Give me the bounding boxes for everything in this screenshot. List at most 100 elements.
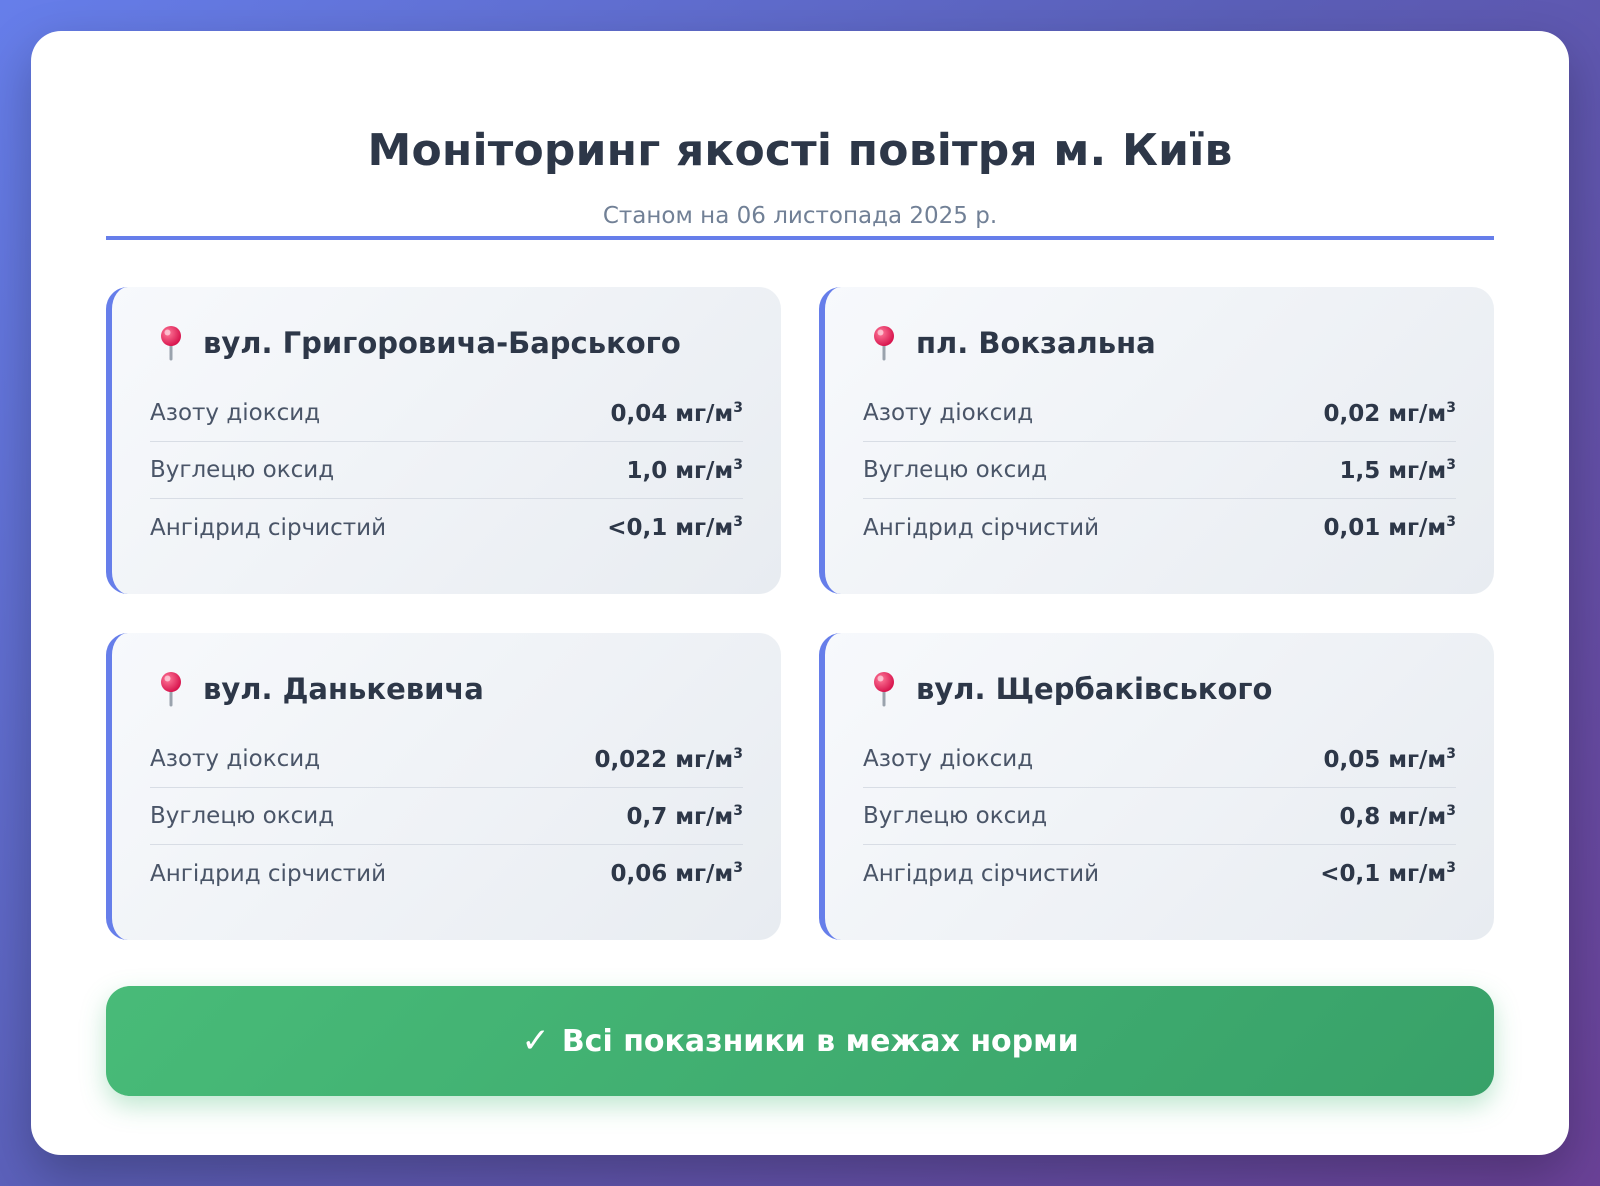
value-number: 0,05 — [1323, 746, 1381, 773]
measurement-row: Азоту діоксид 0,02 мг/м3 — [863, 385, 1456, 442]
unit-superscript: 3 — [1446, 745, 1456, 762]
station-card: вул. Щербаківського Азоту діоксид 0,05 мг/… — [819, 633, 1494, 940]
station-card: вул. Григоровича-Барського Азоту діоксид 0… — [106, 287, 781, 594]
measurement-label: Вуглецю оксид — [150, 803, 335, 829]
pin-icon — [868, 671, 900, 707]
value-number: <0,1 — [1320, 861, 1381, 887]
station-name: вул. Данькевича — [203, 672, 484, 706]
unit-superscript: 3 — [1446, 860, 1456, 876]
measurement-row: Ангідрид сірчистий 0,01 мг/м3 — [863, 499, 1456, 556]
unit-superscript: 3 — [733, 456, 743, 473]
value-unit: мг/м — [675, 400, 734, 427]
unit-superscript: 3 — [733, 745, 743, 762]
unit-superscript: 3 — [1446, 802, 1456, 819]
measurement-label: Ангідрид сірчистий — [863, 860, 1100, 887]
station-name: вул. Щербаківського — [916, 672, 1273, 706]
unit-superscript: 3 — [1446, 514, 1456, 530]
measurement-row: Вуглецю оксид 1,5 мг/м3 — [863, 442, 1456, 499]
station-header: пл. Вокзальна — [868, 325, 1156, 361]
value-number: 0,8 — [1339, 803, 1381, 830]
measurement-label: Ангідрид сірчистий — [150, 514, 387, 541]
unit-superscript: 3 — [733, 399, 743, 416]
value-unit: мг/м — [675, 457, 734, 484]
value-number: 0,06 — [610, 861, 668, 887]
status-text: Всі показники в межах норми — [561, 1023, 1079, 1059]
measurement-row: Ангідрид сірчистий <0,1 мг/м3 — [863, 845, 1456, 902]
measurement-label: Ангідрид сірчистий — [863, 514, 1100, 541]
page-title: Моніторинг якості повітря м. Київ — [367, 125, 1233, 176]
pin-icon — [868, 325, 900, 361]
measurement-row: Азоту діоксид 0,05 мг/м3 — [863, 731, 1456, 788]
measurement-row: Ангідрид сірчистий <0,1 мг/м3 — [150, 499, 743, 556]
measurement-value: 1,5 мг/м3 — [1339, 457, 1456, 484]
measurement-value: 0,01 мг/м3 — [1323, 514, 1456, 541]
measurement-row: Вуглецю оксид 0,7 мг/м3 — [150, 788, 743, 845]
measurement-label: Азоту діоксид — [863, 746, 1034, 772]
measurement-list: Азоту діоксид 0,022 мг/м3 Вуглецю оксид 0,7… — [150, 731, 743, 902]
page-subtitle: Станом на 06 листопада 2025 р. — [602, 203, 998, 229]
value-unit: мг/м — [1388, 400, 1447, 427]
measurement-label: Вуглецю оксид — [863, 457, 1048, 483]
value-unit: мг/м — [1388, 746, 1447, 773]
measurement-list: Азоту діоксид 0,04 мг/м3 Вуглецю оксид 1,0 … — [150, 385, 743, 556]
measurement-value: 0,04 мг/м3 — [610, 400, 743, 427]
measurement-list: Азоту діоксид 0,05 мг/м3 Вуглецю оксид 0,8 … — [863, 731, 1456, 902]
measurement-row: Азоту діоксид 0,022 мг/м3 — [150, 731, 743, 788]
measurement-label: Вуглецю оксид — [863, 803, 1048, 829]
measurement-label: Азоту діоксид — [150, 400, 321, 426]
value-unit: мг/м — [1388, 515, 1447, 541]
measurement-label: Азоту діоксид — [863, 400, 1034, 426]
value-unit: мг/м — [675, 861, 734, 887]
measurement-label: Вуглецю оксид — [150, 457, 335, 483]
measurement-row: Вуглецю оксид 0,8 мг/м3 — [863, 788, 1456, 845]
value-unit: мг/м — [675, 515, 734, 541]
unit-superscript: 3 — [733, 860, 743, 876]
value-number: <0,1 — [607, 515, 668, 541]
value-unit: мг/м — [1388, 861, 1447, 887]
value-number: 0,02 — [1323, 400, 1381, 427]
value-unit: мг/м — [1388, 457, 1447, 484]
measurement-list: Азоту діоксид 0,02 мг/м3 Вуглецю оксид 1,5 … — [863, 385, 1456, 556]
stations-grid: вул. Григоровича-Барського Азоту діоксид 0… — [106, 287, 1494, 940]
measurement-value: 0,8 мг/м3 — [1339, 803, 1456, 830]
measurement-value: 0,06 мг/м3 — [610, 860, 743, 887]
value-number: 0,01 — [1323, 515, 1381, 541]
main-card: Моніторинг якості повітря м. Київ Станом… — [31, 31, 1569, 1155]
value-unit: мг/м — [675, 803, 734, 830]
station-card: вул. Данькевича Азоту діоксид 0,022 мг/м3 В… — [106, 633, 781, 940]
value-number: 0,022 — [594, 746, 668, 773]
value-number: 0,04 — [610, 400, 668, 427]
unit-superscript: 3 — [733, 802, 743, 819]
measurement-value: 0,022 мг/м3 — [594, 746, 743, 773]
measurement-label: Ангідрид сірчистий — [150, 860, 387, 887]
measurement-label: Азоту діоксид — [150, 746, 321, 772]
pin-icon — [155, 671, 187, 707]
station-name: пл. Вокзальна — [916, 326, 1156, 360]
value-number: 1,0 — [626, 457, 668, 484]
value-unit: мг/м — [675, 746, 734, 773]
measurement-value: 0,7 мг/м3 — [626, 803, 743, 830]
checkmark-icon: ✓ — [521, 1021, 550, 1061]
measurement-value: <0,1 мг/м3 — [607, 514, 743, 541]
value-number: 0,7 — [626, 803, 668, 830]
measurement-row: Азоту діоксид 0,04 мг/м3 — [150, 385, 743, 442]
measurement-row: Вуглецю оксид 1,0 мг/м3 — [150, 442, 743, 499]
status-banner: ✓ Всі показники в межах норми — [106, 986, 1494, 1096]
value-unit: мг/м — [1388, 803, 1447, 830]
station-header: вул. Данькевича — [155, 671, 484, 707]
station-card: пл. Вокзальна Азоту діоксид 0,02 мг/м3 Вугл… — [819, 287, 1494, 594]
measurement-value: 0,05 мг/м3 — [1323, 746, 1456, 773]
pin-icon — [155, 325, 187, 361]
station-header: вул. Григоровича-Барського — [155, 325, 681, 361]
unit-superscript: 3 — [1446, 399, 1456, 416]
value-number: 1,5 — [1339, 457, 1381, 484]
station-header: вул. Щербаківського — [868, 671, 1272, 707]
measurement-value: 0,02 мг/м3 — [1323, 400, 1456, 427]
station-name: вул. Григоровича-Барського — [203, 326, 681, 360]
header-divider — [106, 236, 1494, 240]
measurement-value: 1,0 мг/м3 — [626, 457, 743, 484]
unit-superscript: 3 — [1446, 456, 1456, 473]
measurement-value: <0,1 мг/м3 — [1320, 860, 1456, 887]
unit-superscript: 3 — [733, 514, 743, 530]
measurement-row: Ангідрид сірчистий 0,06 мг/м3 — [150, 845, 743, 902]
